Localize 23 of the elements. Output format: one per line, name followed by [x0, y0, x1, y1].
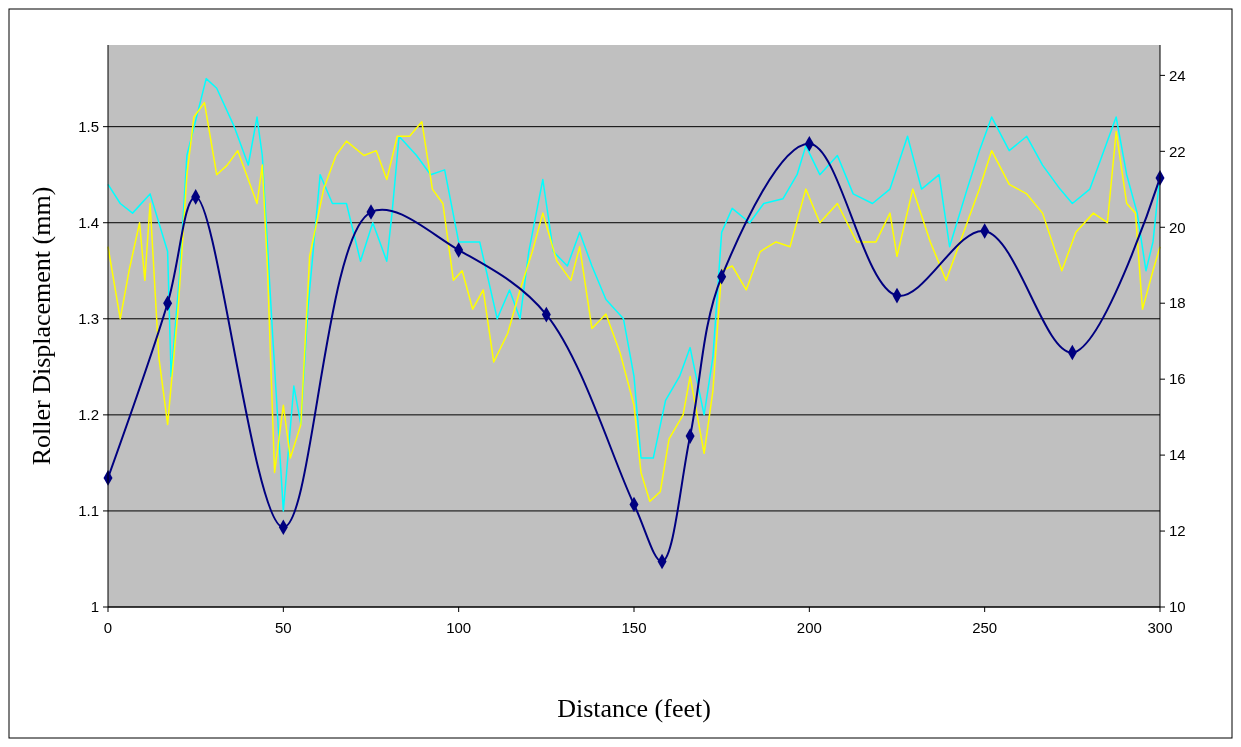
y-axis-title: Roller Displacement (mm): [27, 186, 56, 466]
x-tick-label: 100: [446, 619, 472, 636]
y-tick-label: 1.5: [78, 117, 99, 135]
y-tick-label: 1.1: [78, 502, 99, 520]
x-axis-title: Distance (feet): [557, 694, 711, 723]
x-tick-label: 0: [103, 619, 113, 636]
y-tick-label: 1: [90, 598, 99, 616]
x-tick-label: 300: [1147, 619, 1173, 636]
y-tick-label: 1.4: [78, 213, 99, 231]
x-tick-label: 150: [621, 619, 647, 636]
y2-tick-label: 14: [1169, 446, 1186, 464]
y2-tick-label: 18: [1169, 294, 1186, 312]
y2-tick-label: 22: [1169, 142, 1186, 160]
y-tick-label: 1.3: [78, 310, 99, 328]
y2-tick-label: 24: [1169, 66, 1186, 84]
x-tick-label: 50: [274, 619, 292, 636]
x-tick-label: 250: [972, 619, 998, 636]
y-tick-label: 1.2: [78, 406, 99, 424]
y2-tick-label: 20: [1169, 218, 1186, 236]
y2-tick-label: 16: [1169, 370, 1186, 388]
y2-tick-label: 10: [1169, 598, 1186, 616]
y2-tick-label: 12: [1169, 522, 1186, 540]
x-tick-label: 200: [796, 619, 822, 636]
